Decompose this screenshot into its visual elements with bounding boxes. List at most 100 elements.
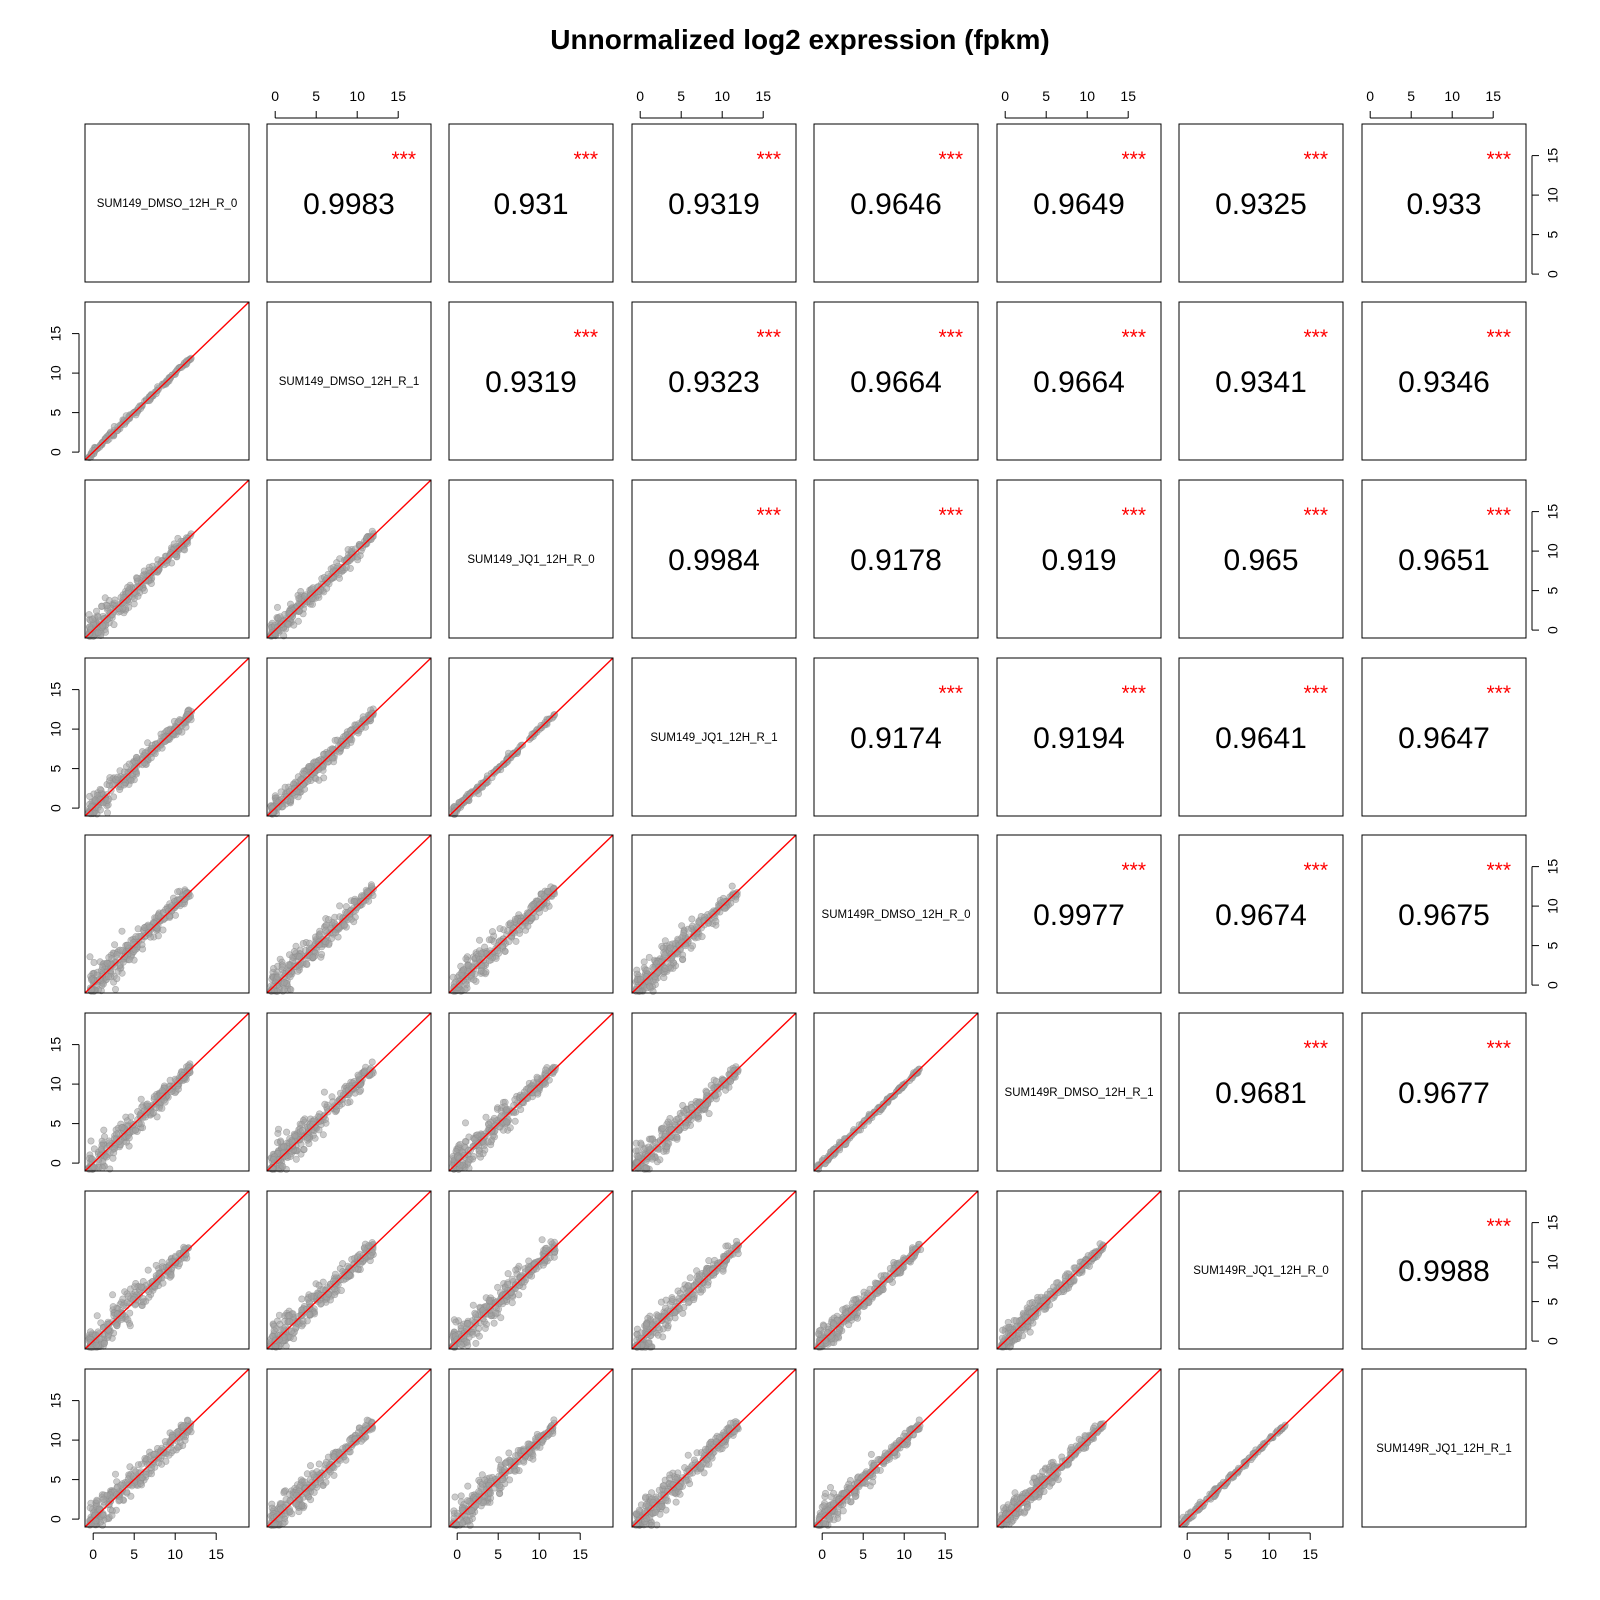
correlation-value: 0.9977 xyxy=(1033,899,1125,932)
scatter-point xyxy=(345,1271,353,1279)
scatter-point xyxy=(676,1289,684,1297)
scatter-point xyxy=(512,937,520,945)
panel-frame xyxy=(1361,301,1527,461)
scatter-point xyxy=(900,1082,908,1090)
scatter-point xyxy=(178,728,186,736)
scatter-point xyxy=(150,1093,158,1101)
scatter-point xyxy=(365,1242,373,1250)
scatter-point xyxy=(298,1295,306,1303)
scatter-point xyxy=(99,1164,107,1172)
scatter-point xyxy=(86,623,94,631)
scatter-point xyxy=(152,1261,160,1269)
scatter-point xyxy=(164,726,172,734)
scatter-point xyxy=(113,1322,121,1330)
scatter-point xyxy=(542,1066,550,1074)
reference-line xyxy=(84,1012,250,1172)
chart-title: Unnormalized log2 expression (fpkm) xyxy=(550,24,1050,55)
scatter-point xyxy=(274,1125,282,1133)
scatter-point xyxy=(477,949,485,957)
scatter-point xyxy=(104,809,112,817)
scatter-point xyxy=(324,916,332,924)
scatter-point xyxy=(181,546,189,554)
correlation-value: 0.9646 xyxy=(850,188,942,221)
scatter-point xyxy=(286,600,294,608)
scatter-point xyxy=(290,621,298,629)
scatter-point xyxy=(118,969,126,977)
significance-stars: *** xyxy=(1486,682,1511,705)
scatter-point xyxy=(661,964,669,972)
scatter-point xyxy=(344,546,352,554)
scatter-point xyxy=(659,1333,667,1341)
scatter-point xyxy=(114,773,122,781)
scatter-point xyxy=(331,736,339,744)
scatter-point xyxy=(487,1118,495,1126)
scatter-point xyxy=(703,1088,711,1096)
scatter-point xyxy=(316,930,324,938)
scatter-point xyxy=(682,1122,690,1130)
correlation-value: 0.9346 xyxy=(1398,366,1490,399)
scatter-point xyxy=(704,1281,712,1289)
scatter-point xyxy=(287,986,295,994)
scatter-point xyxy=(484,1138,492,1146)
scatter-point xyxy=(853,1314,861,1322)
scatter-point xyxy=(90,958,98,966)
scatter-point xyxy=(712,1077,720,1085)
scatter-point xyxy=(167,1270,175,1278)
scatter-point xyxy=(544,887,552,895)
scatter-point xyxy=(290,947,298,955)
scatter-point xyxy=(475,936,483,944)
scatter-point xyxy=(485,1296,493,1304)
significance-stars: *** xyxy=(1303,682,1328,705)
significance-stars: *** xyxy=(756,148,781,171)
scatter-point xyxy=(367,1252,375,1260)
scatter-point xyxy=(472,1339,480,1347)
significance-stars: *** xyxy=(1303,326,1328,349)
scatter-point xyxy=(668,1296,676,1304)
panel-frame xyxy=(631,123,797,283)
scatter-point xyxy=(465,1133,473,1141)
scatter-point xyxy=(673,1133,681,1141)
sample-name-label: SUM149_JQ1_12H_R_0 xyxy=(467,554,594,566)
scatter-point xyxy=(470,976,478,984)
scatter-point xyxy=(154,912,162,920)
scatter-point xyxy=(462,955,470,963)
scatter-point xyxy=(533,1073,541,1081)
scatter-point xyxy=(147,391,155,399)
sample-name-label: SUM149_DMSO_12H_R_0 xyxy=(97,198,238,210)
scatter-point xyxy=(104,1326,112,1334)
scatter-point xyxy=(99,622,107,630)
scatter-point xyxy=(657,1298,665,1306)
scatter-point xyxy=(115,1138,123,1146)
scatter-point xyxy=(497,1314,505,1322)
correlation-value: 0.9647 xyxy=(1398,722,1490,755)
correlation-value: 0.9323 xyxy=(668,366,760,399)
correlation-value: 0.933 xyxy=(1406,188,1481,221)
scatter-point xyxy=(712,917,720,925)
scatter-point xyxy=(482,1113,490,1121)
sample-name-label: SUM149_DMSO_12H_R_1 xyxy=(279,376,420,388)
scatter-point xyxy=(504,1280,512,1288)
scatter-point xyxy=(684,1282,692,1290)
scatter-point xyxy=(126,1309,134,1317)
scatter-point xyxy=(318,950,326,958)
significance-stars: *** xyxy=(1121,859,1146,882)
significance-stars: *** xyxy=(1303,504,1328,527)
significance-stars: *** xyxy=(391,148,416,171)
scatter-point xyxy=(140,1298,148,1306)
reference-line xyxy=(631,1190,797,1350)
scatter-point xyxy=(334,562,342,570)
correlation-value: 0.9325 xyxy=(1215,188,1307,221)
scatter-point xyxy=(538,1236,546,1244)
significance-stars: *** xyxy=(1486,148,1511,171)
scatter-point xyxy=(661,951,669,959)
reference-line xyxy=(448,834,614,994)
scatter-point xyxy=(103,1320,111,1328)
scatter-point xyxy=(303,1134,311,1142)
scatter-point xyxy=(482,1302,490,1310)
scatter-point xyxy=(689,942,697,950)
scatter-point xyxy=(475,1150,483,1158)
correlation-value: 0.9174 xyxy=(850,722,942,755)
scatter-point xyxy=(271,792,279,800)
scatter-point xyxy=(113,975,121,983)
scatter-point xyxy=(490,1319,498,1327)
